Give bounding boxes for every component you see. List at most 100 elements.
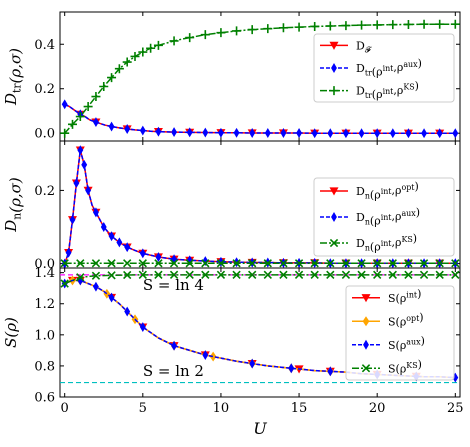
data-point	[73, 178, 80, 189]
data-point	[327, 128, 334, 139]
data-point	[185, 270, 194, 280]
legend: Dn(ρint,ρopt) Dn(ρint,ρaux) Dn(ρint,ρKS)	[313, 177, 455, 257]
data-point	[169, 259, 179, 268]
data-point	[201, 259, 210, 268]
legend-marker	[361, 294, 371, 303]
data-point	[103, 288, 111, 299]
data-point	[374, 128, 381, 139]
data-point	[68, 119, 77, 129]
legend-entry: Dn(ρint,ρaux)	[320, 206, 420, 227]
legend-label: Dtr(ρint,ρaux)	[356, 57, 422, 78]
data-point	[310, 259, 319, 268]
data-point	[124, 124, 131, 134]
data-point	[108, 121, 115, 132]
legend-marker	[362, 316, 370, 327]
legend-marker	[329, 187, 339, 196]
panel-n-distance: 0.0 0.2 Dn(ρ,σ) Dn(ρint,ρopt)Dn(ρint,ρaux)D…	[2, 140, 461, 272]
annotation: S = ln 2	[143, 362, 204, 380]
data-point	[60, 279, 69, 288]
data-point	[81, 159, 88, 170]
legend-entry: D𝓕	[320, 39, 373, 55]
legend-marker	[331, 63, 337, 73]
data-point	[91, 92, 101, 102]
data-point	[218, 127, 224, 138]
data-point	[247, 25, 257, 35]
data-point	[310, 21, 320, 31]
panel-transverse-distance: 0.0 0.2 0.4 Dtr(ρ,σ) D𝓕 Dtr(ρint,ρaux)Dtr(ρin…	[2, 11, 461, 142]
data-point	[116, 237, 123, 248]
series-3	[60, 270, 460, 288]
data-point	[343, 128, 349, 139]
y-tick-label: 0.0	[34, 257, 55, 272]
data-point	[108, 292, 115, 303]
data-point	[122, 57, 132, 67]
data-point	[76, 259, 85, 268]
y-tick-label: 1.0	[34, 328, 55, 343]
legend-entry: Dtr(ρint,ρaux)	[320, 57, 422, 78]
data-point	[107, 271, 116, 280]
data-point	[248, 270, 257, 280]
data-point	[279, 270, 288, 280]
y-tick-label: 0.0	[34, 127, 55, 142]
y-tick-label: 0.6	[34, 391, 55, 406]
legend-label: S(ρint)	[388, 288, 421, 305]
y-axis-label-text: Dtr(ρ,σ)	[2, 48, 25, 106]
data-point	[154, 259, 163, 268]
y-tick-label: 0.2	[34, 184, 55, 199]
data-point	[138, 47, 148, 57]
data-point	[232, 259, 241, 268]
y-axis-label-text: Dn(ρ,σ)	[2, 177, 25, 233]
legend-marker	[329, 41, 339, 50]
series-2	[60, 259, 460, 268]
data-point	[404, 259, 413, 268]
legend-marker	[329, 86, 339, 96]
data-point	[232, 270, 241, 280]
x-tick-label: 10	[213, 401, 230, 416]
data-point	[91, 271, 101, 280]
data-point	[146, 43, 156, 53]
legend-box	[313, 177, 455, 257]
plot-area	[60, 270, 460, 384]
data-point	[233, 127, 240, 138]
data-point	[107, 259, 116, 268]
data-point	[451, 259, 460, 268]
data-point	[341, 21, 351, 31]
series-line	[64, 103, 456, 134]
legend-label: D𝓕	[356, 39, 373, 54]
data-point	[114, 64, 124, 74]
data-point	[419, 270, 429, 280]
data-point	[139, 322, 146, 333]
data-point	[405, 128, 412, 139]
data-point	[69, 214, 76, 225]
legend-box	[345, 285, 455, 381]
data-point	[288, 363, 295, 374]
data-point	[153, 40, 163, 50]
data-point	[201, 270, 210, 280]
data-point	[357, 259, 366, 268]
data-point	[100, 222, 107, 232]
series-line	[64, 274, 456, 285]
data-point	[61, 99, 68, 110]
data-point	[280, 128, 287, 138]
plot-area	[60, 19, 460, 139]
legend-marker	[363, 339, 369, 350]
data-point	[421, 128, 427, 139]
data-point	[138, 259, 147, 268]
x-tick-label: 5	[139, 401, 147, 416]
data-point	[311, 128, 318, 139]
series-1	[61, 99, 459, 139]
y-axis-label: S(ρ)	[2, 317, 20, 348]
legend-entry: S(ρopt)	[352, 311, 424, 328]
x-tick-label: 0	[61, 401, 69, 416]
data-point	[294, 22, 304, 32]
x-tick-label: 20	[369, 401, 386, 416]
x-tick-label: 25	[447, 401, 464, 416]
data-point	[216, 28, 226, 38]
data-point	[200, 30, 210, 40]
data-point	[154, 270, 163, 280]
legend-marker	[331, 212, 337, 222]
series-line	[64, 103, 456, 134]
legend-entry: S(ρKS)	[352, 358, 422, 375]
data-point	[169, 36, 179, 46]
legend-label: S(ρKS)	[388, 358, 422, 375]
